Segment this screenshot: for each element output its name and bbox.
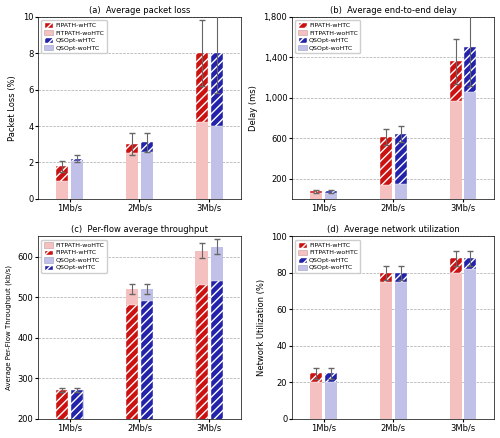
- Title: (c)  Per-flow average throughput: (c) Per-flow average throughput: [71, 225, 208, 234]
- Bar: [56, 390, 68, 438]
- Bar: [126, 305, 138, 438]
- Bar: [56, 166, 68, 180]
- Bar: [450, 61, 462, 101]
- Bar: [464, 269, 476, 419]
- Legend: FIPATH-wHTC, FITPATH-woHTC, QSOpt-wHTC, QSOpt-woHTC: FIPATH-wHTC, FITPATH-woHTC, QSOpt-wHTC, …: [296, 240, 360, 273]
- Bar: [310, 193, 322, 199]
- Bar: [210, 53, 222, 126]
- Bar: [325, 191, 337, 193]
- Bar: [141, 301, 153, 438]
- Title: (b)  Average end-to-end delay: (b) Average end-to-end delay: [330, 6, 456, 14]
- Bar: [196, 251, 208, 438]
- Bar: [141, 289, 154, 438]
- Bar: [394, 282, 406, 419]
- Bar: [126, 144, 138, 153]
- Title: (a)  Average packet loss: (a) Average packet loss: [89, 6, 190, 14]
- Bar: [71, 390, 84, 438]
- Bar: [126, 289, 138, 438]
- Y-axis label: Delay (ms): Delay (ms): [249, 85, 258, 131]
- Bar: [210, 126, 222, 199]
- Y-axis label: Network Utilization (%): Network Utilization (%): [257, 279, 266, 376]
- Bar: [325, 193, 337, 199]
- Title: (d)  Average network utilization: (d) Average network utilization: [327, 225, 460, 234]
- Bar: [310, 191, 322, 193]
- Y-axis label: Average Per-Flow Throughput (kb/s): Average Per-Flow Throughput (kb/s): [6, 265, 12, 390]
- Bar: [394, 184, 406, 199]
- Bar: [464, 47, 476, 92]
- Bar: [210, 247, 223, 438]
- Bar: [196, 285, 207, 438]
- Bar: [141, 142, 153, 152]
- Bar: [72, 390, 84, 438]
- Bar: [56, 180, 68, 199]
- Bar: [310, 382, 322, 419]
- Bar: [310, 373, 322, 382]
- Y-axis label: Packet Loss (%): Packet Loss (%): [8, 75, 18, 141]
- Bar: [325, 382, 337, 419]
- Bar: [450, 101, 462, 199]
- Legend: FIPATH-wHTC, FITPATH-woHTC, QSOpt-wHTC, QSOpt-woHTC: FIPATH-wHTC, FITPATH-woHTC, QSOpt-wHTC, …: [296, 20, 360, 53]
- Bar: [196, 122, 208, 199]
- Bar: [464, 258, 476, 269]
- Bar: [141, 152, 153, 199]
- Legend: FIPATH-wHTC, FITPATH-woHTC, QSOpt-wHTC, QSOpt-woHTC: FIPATH-wHTC, FITPATH-woHTC, QSOpt-wHTC, …: [42, 20, 106, 53]
- Bar: [56, 390, 68, 438]
- Bar: [380, 282, 392, 419]
- Bar: [196, 53, 208, 122]
- Legend: FITPATH-woHTC, FIPATH-wHTC, QSOpt-woHTC, QSOpt-wHTC: FITPATH-woHTC, FIPATH-wHTC, QSOpt-woHTC,…: [42, 240, 106, 273]
- Bar: [325, 373, 337, 382]
- Bar: [380, 273, 392, 282]
- Bar: [71, 161, 83, 199]
- Bar: [450, 273, 462, 419]
- Bar: [464, 92, 476, 199]
- Bar: [71, 159, 83, 161]
- Bar: [126, 153, 138, 199]
- Bar: [450, 258, 462, 273]
- Bar: [394, 134, 406, 184]
- Bar: [394, 273, 406, 282]
- Bar: [380, 185, 392, 199]
- Bar: [380, 137, 392, 185]
- Bar: [211, 281, 223, 438]
